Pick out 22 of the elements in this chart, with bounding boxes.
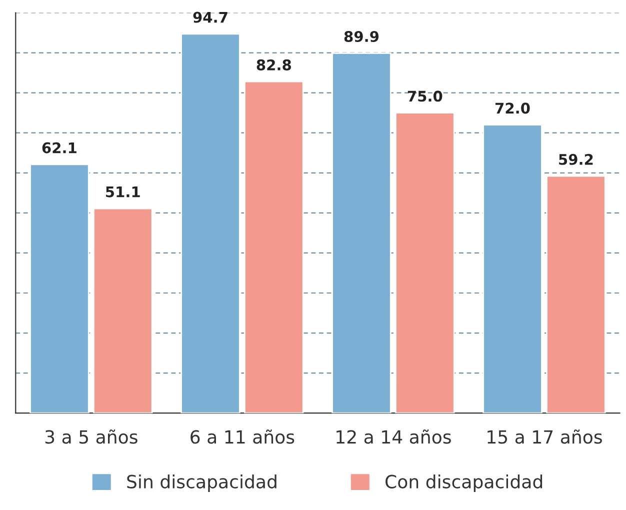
- legend-label: Sin discapacidad: [127, 474, 276, 492]
- bar: [546, 175, 606, 414]
- data-label: 51.1: [106, 186, 140, 198]
- data-label: 75.0: [408, 90, 442, 102]
- bar: [180, 33, 240, 414]
- data-label: 72.0: [496, 102, 530, 114]
- data-label: 62.1: [42, 142, 76, 154]
- x-tick-label: 15 a 17 años: [488, 429, 602, 444]
- bar: [482, 124, 542, 414]
- data-label: 82.8: [256, 59, 291, 70]
- x-tick-label: 12 a 14 años: [336, 429, 451, 444]
- data-label: 59.2: [559, 154, 593, 165]
- x-tick-label: 6 a 11 años: [190, 429, 294, 444]
- bar: [93, 208, 153, 414]
- data-label: 94.7: [193, 12, 228, 23]
- bar: [30, 164, 90, 414]
- data-label: 89.9: [344, 30, 379, 42]
- x-tick-label: 3 a 5 años: [45, 429, 138, 444]
- legend-label: Con discapacidad: [386, 474, 542, 492]
- bar: [244, 80, 304, 414]
- bar: [332, 52, 392, 414]
- bar: [395, 112, 455, 414]
